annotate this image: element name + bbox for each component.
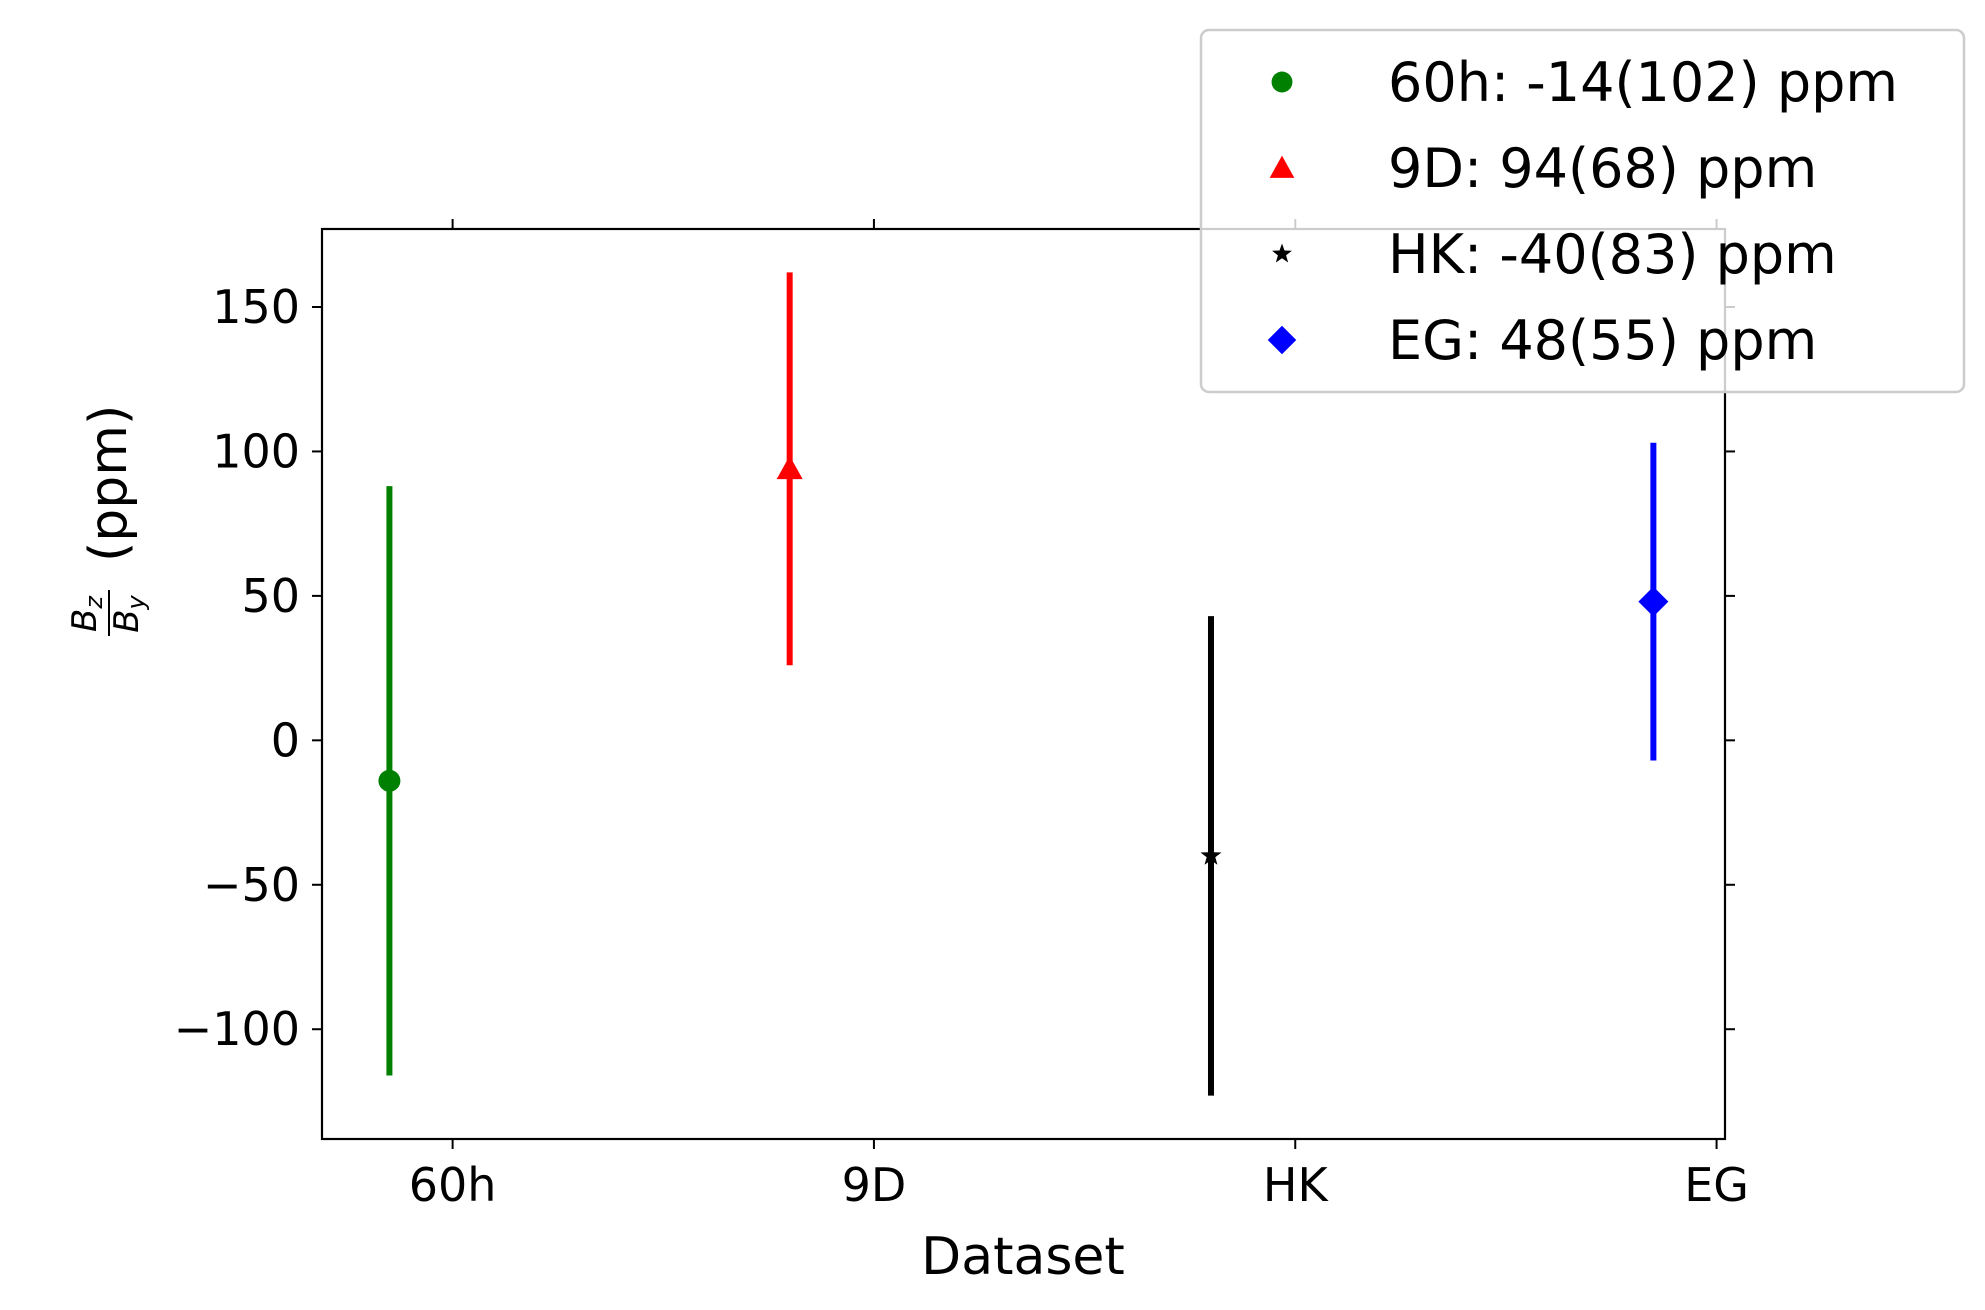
x-tick-label-HK: HK <box>1263 1158 1330 1212</box>
legend-marker-HK <box>1272 243 1292 263</box>
legend-box <box>1199 28 1966 394</box>
y-tick-label--100: −100 <box>174 1002 300 1056</box>
data-point-HK <box>1200 844 1222 865</box>
data-marks <box>378 272 1669 1096</box>
y-tick-label-50: 50 <box>241 569 300 623</box>
legend-marker-60h <box>1271 71 1293 93</box>
legend-label-EG: EG: 48(55) ppm <box>1388 309 1817 372</box>
y-axis-label: Bz By (ppm) <box>65 405 150 636</box>
legend: 60h: -14(102) ppm 9D: 94(68) ppm HK: -40(8… <box>1199 28 1966 394</box>
legend-marker-EG <box>1267 325 1297 355</box>
x-axis-label: Dataset <box>921 1227 1125 1287</box>
data-point-60h <box>378 769 401 792</box>
y-tick-label-150: 150 <box>212 280 300 334</box>
y-axis-label-denominator: By <box>107 594 150 632</box>
x-tick-label-60h: 60h <box>409 1158 497 1212</box>
axis-ticks: 60h 9D HK EG −100 −50 0 50 100 150 <box>174 219 1749 1212</box>
legend-label-HK: HK: -40(83) ppm <box>1388 223 1837 286</box>
x-tick-label-9D: 9D <box>842 1158 907 1212</box>
legend-entries: 60h: -14(102) ppm 9D: 94(68) ppm HK: -40(8… <box>1267 51 1898 372</box>
data-point-EG <box>1638 586 1669 617</box>
y-tick-label-0: 0 <box>271 713 300 767</box>
x-tick-label-EG: EG <box>1684 1158 1749 1212</box>
y-tick-label-100: 100 <box>212 424 300 478</box>
y-axis-label-unit: (ppm) <box>79 405 139 562</box>
legend-label-9D: 9D: 94(68) ppm <box>1388 137 1817 200</box>
plot-area <box>320 227 1727 1141</box>
legend-label-60h: 60h: -14(102) ppm <box>1388 51 1898 114</box>
y-axis-label-numerator: Bz <box>65 595 108 632</box>
y-tick-label--50: −50 <box>203 858 300 912</box>
legend-marker-9D <box>1269 155 1295 178</box>
data-point-9D <box>776 455 803 480</box>
